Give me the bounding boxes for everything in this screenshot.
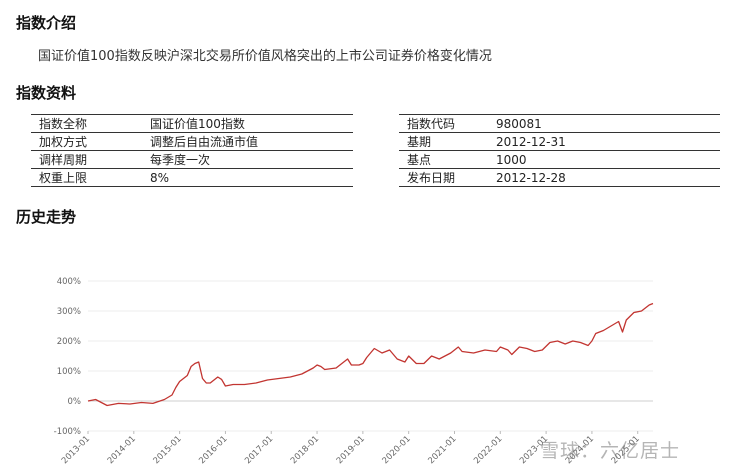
x-tick-label: 2020-01 (381, 434, 413, 466)
info-table-left: 指数全称 国证价值100指数 加权方式 调整后自由流通市值 调样周期 每季度一次… (31, 114, 353, 187)
info-label: 加权方式 (31, 132, 142, 151)
x-tick-label: 2018-01 (289, 434, 321, 466)
info-value: 1000 (488, 150, 720, 169)
info-label: 调样周期 (31, 150, 142, 169)
x-tick-label: 2013-01 (60, 434, 92, 466)
x-tick-label: 2022-01 (472, 434, 504, 466)
y-tick-label: 300% (57, 307, 81, 317)
y-tick-label: 200% (57, 337, 81, 347)
series-line (87, 302, 654, 407)
table-row: 指数代码 980081 (399, 114, 720, 133)
chart-grid (88, 280, 653, 432)
intro-heading: 指数介绍 (16, 14, 77, 32)
info-label: 权重上限 (31, 168, 142, 187)
y-axis: -100% 0% 100% 200% 300% 400% (54, 277, 81, 437)
x-tick-label: 2014-01 (106, 434, 138, 466)
info-value: 980081 (488, 114, 720, 133)
info-label: 指数代码 (399, 114, 488, 133)
x-tick-label: 2019-01 (335, 434, 367, 466)
intro-text: 国证价值100指数反映沪深北交易所价值风格突出的上市公司证券价格变化情况 (38, 49, 492, 64)
info-value: 调整后自由流通市值 (142, 132, 353, 151)
info-label: 发布日期 (399, 168, 488, 187)
table-row: 权重上限 8% (31, 168, 353, 187)
x-tick-label: 2016-01 (197, 434, 229, 466)
info-label: 基点 (399, 150, 488, 169)
table-row: 调样周期 每季度一次 (31, 150, 353, 169)
y-tick-label: 100% (57, 367, 81, 377)
y-tick-label: 400% (57, 277, 81, 287)
info-value: 8% (142, 168, 353, 187)
info-value: 2012-12-31 (488, 132, 720, 151)
history-chart: -100% 0% 100% 200% 300% 400% 2013-01 2014-01 20… (54, 277, 654, 466)
y-tick-label: 0% (68, 397, 82, 407)
info-value: 国证价值100指数 (142, 114, 353, 133)
table-row: 基点 1000 (399, 150, 720, 169)
info-value: 每季度一次 (142, 150, 353, 169)
table-row: 指数全称 国证价值100指数 (31, 114, 353, 133)
x-tick-label: 2015-01 (152, 434, 184, 466)
info-heading: 指数资料 (16, 84, 77, 102)
history-heading: 历史走势 (16, 208, 77, 226)
y-tick-label: -100% (54, 427, 81, 437)
info-table-right: 指数代码 980081 基期 2012-12-31 基点 1000 发布日期 2… (399, 114, 720, 187)
info-value: 2012-12-28 (488, 168, 720, 187)
info-label: 基期 (399, 132, 488, 151)
x-tick-label: 2021-01 (426, 434, 458, 466)
x-tick-label: 2017-01 (243, 434, 275, 466)
table-row: 加权方式 调整后自由流通市值 (31, 132, 353, 151)
info-label: 指数全称 (31, 114, 142, 133)
watermark: 雪球：六亿居士 (540, 440, 681, 462)
series-group (87, 302, 654, 407)
table-row: 基期 2012-12-31 (399, 132, 720, 151)
table-row: 发布日期 2012-12-28 (399, 168, 720, 187)
